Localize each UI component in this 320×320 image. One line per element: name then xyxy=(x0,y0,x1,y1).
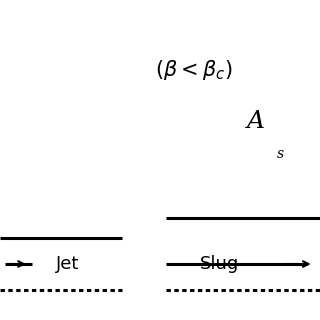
Text: A: A xyxy=(247,110,265,133)
Text: Jet: Jet xyxy=(56,255,79,273)
Text: $(\beta<\beta_c)$: $(\beta<\beta_c)$ xyxy=(155,58,232,82)
Text: s: s xyxy=(276,147,284,161)
Text: Slug: Slug xyxy=(200,255,239,273)
